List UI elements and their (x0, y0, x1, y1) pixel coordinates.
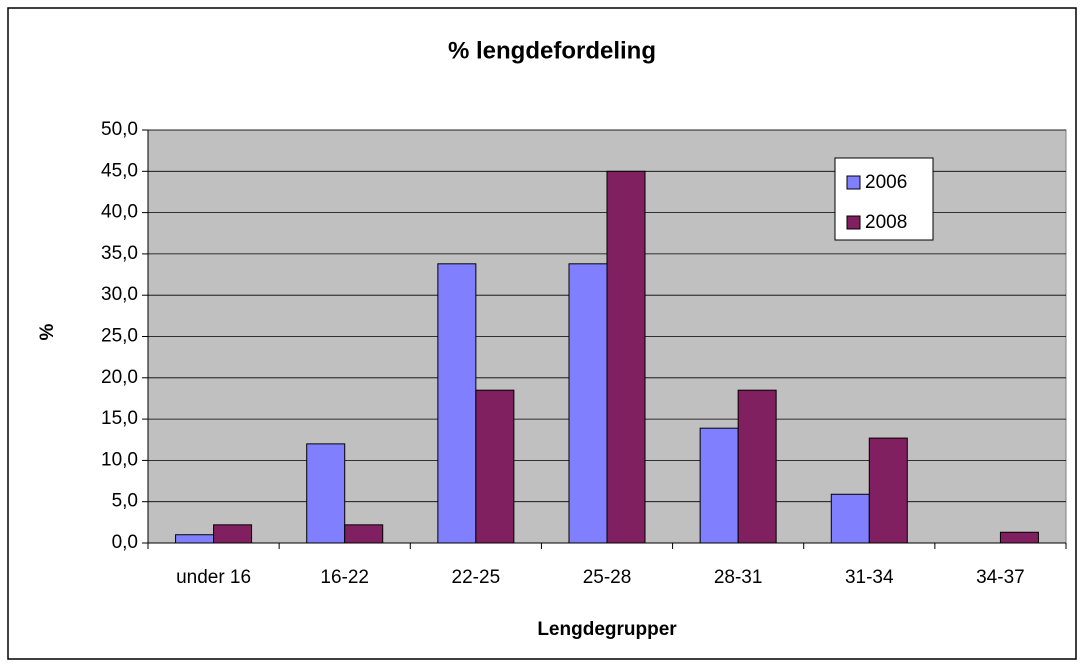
x-tick-label: 22-25 (452, 567, 501, 588)
x-tick-label: 31-34 (845, 567, 894, 588)
bar (830, 493, 870, 544)
y-tick-label: 35,0 (101, 243, 138, 264)
x-tick-label: 16-22 (320, 567, 369, 588)
y-tick-label: 40,0 (101, 202, 138, 223)
y-tick-label: 10,0 (101, 449, 138, 470)
y-tick-label: 50,0 (101, 119, 138, 140)
y-tick-label: 15,0 (101, 408, 138, 429)
bar (344, 524, 384, 544)
x-tick-label: under 16 (176, 567, 251, 588)
chart-title: % lengdefordeling (448, 37, 656, 64)
y-axis-label: % (37, 323, 58, 340)
y-tick-label: 25,0 (101, 326, 138, 347)
y-tick-label: 20,0 (101, 367, 138, 388)
x-tick-label: 28-31 (714, 567, 763, 588)
bar (606, 170, 646, 544)
y-tick-label: 0,0 (112, 532, 138, 553)
x-axis-label: Lengdegrupper (537, 619, 677, 640)
bar (175, 534, 215, 544)
y-tick-label: 45,0 (101, 160, 138, 181)
legend (834, 157, 934, 241)
bar (568, 263, 608, 544)
x-tick-label: 34-37 (976, 567, 1025, 588)
x-tick-label: 25-28 (583, 567, 632, 588)
bar (306, 443, 346, 544)
legend-label: 2008 (865, 212, 907, 233)
bar (437, 263, 477, 544)
bar (475, 389, 515, 544)
bar (999, 531, 1039, 544)
y-tick-label: 30,0 (101, 284, 138, 305)
bar (737, 389, 777, 544)
legend-swatch (846, 175, 861, 190)
legend-label: 2006 (865, 172, 907, 193)
y-tick-label: 5,0 (112, 491, 138, 512)
bar (213, 524, 253, 544)
bar (699, 427, 739, 544)
bar (868, 437, 908, 544)
legend-swatch (846, 215, 861, 230)
